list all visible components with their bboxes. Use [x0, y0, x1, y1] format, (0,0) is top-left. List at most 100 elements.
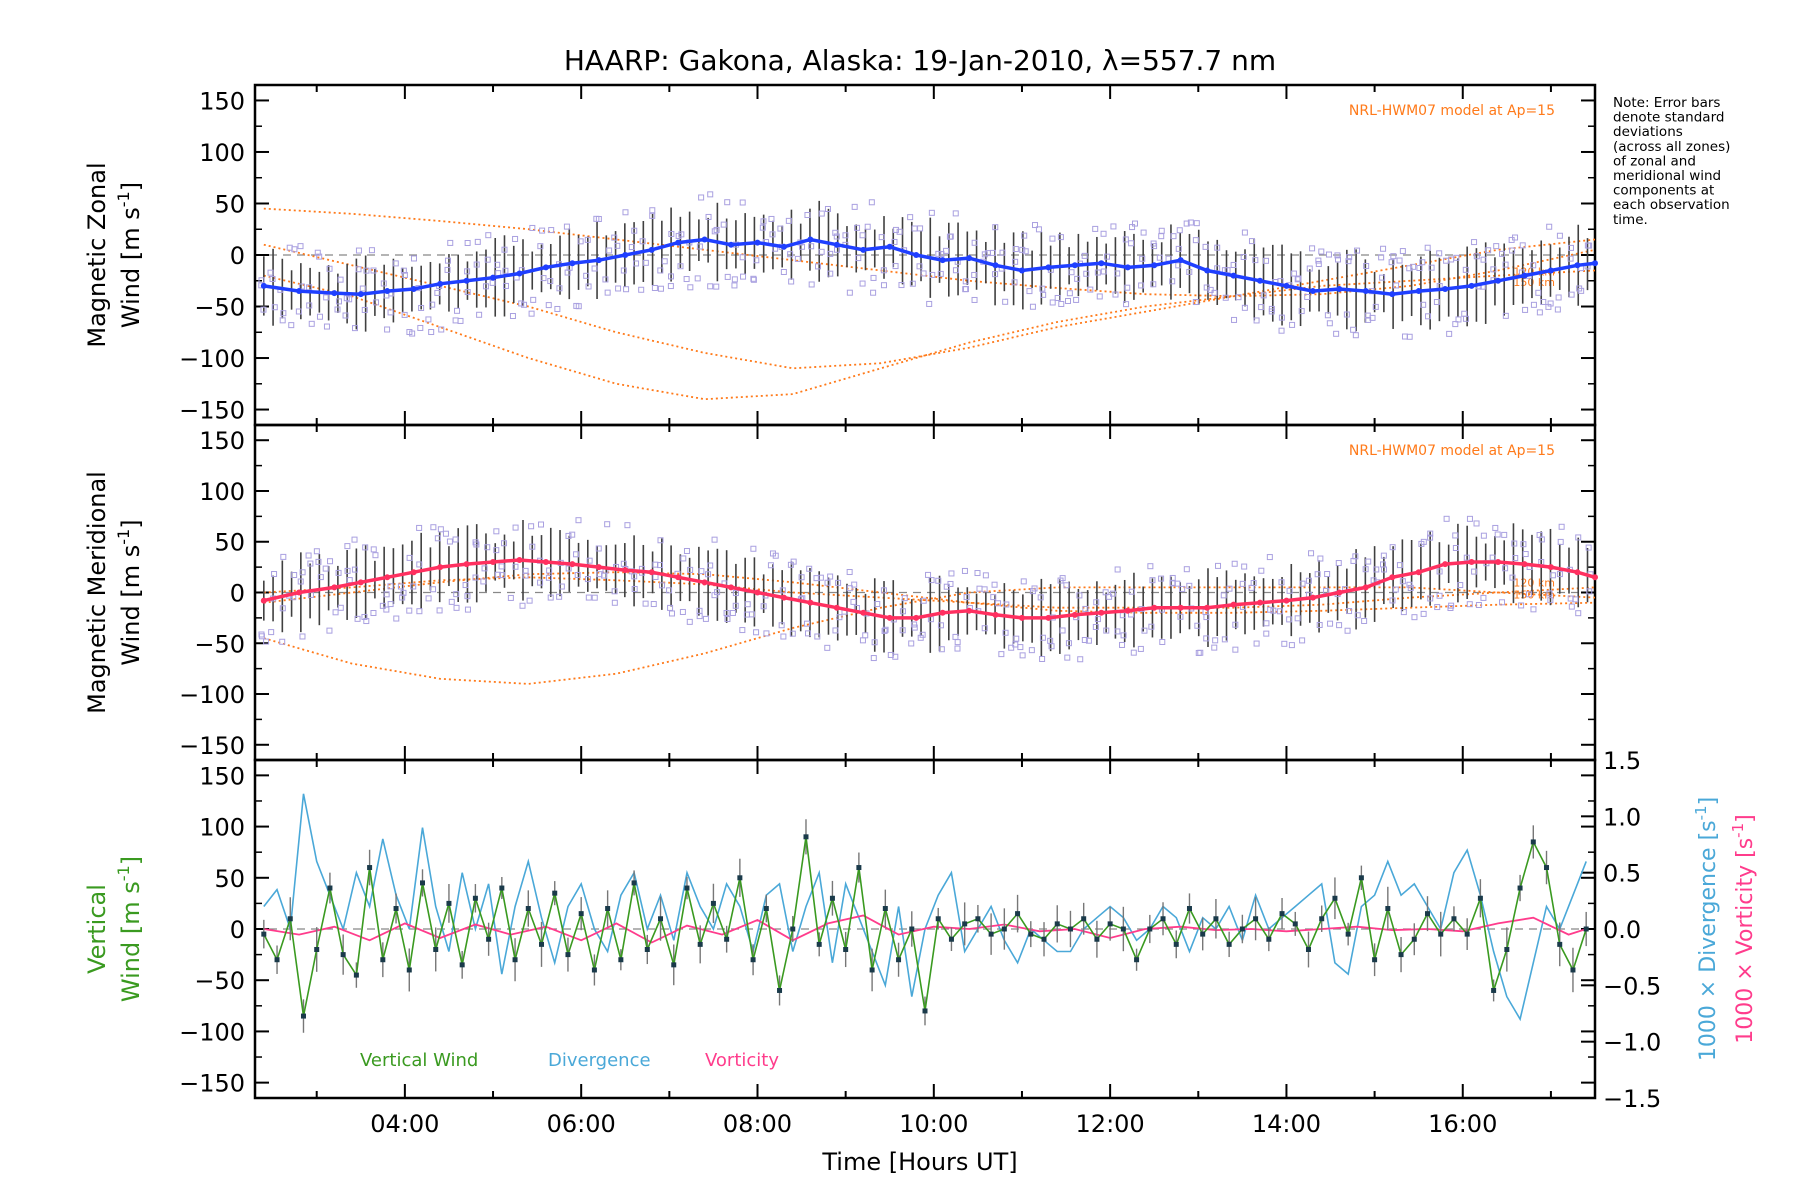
mean-point	[463, 561, 470, 568]
scatter-point	[1158, 227, 1165, 234]
scatter-point	[585, 283, 592, 290]
scatter-point	[1480, 532, 1487, 539]
scatter-point	[649, 212, 656, 219]
scatter-point	[1379, 274, 1386, 281]
scatter-point	[1064, 654, 1071, 661]
scatter-point	[611, 588, 618, 595]
scatter-point	[442, 530, 449, 537]
y-tick-label: 0	[230, 580, 245, 608]
scatter-point	[472, 539, 479, 546]
scatter-point	[698, 568, 705, 575]
scatter-point	[1501, 531, 1508, 538]
scatter-point	[480, 578, 487, 585]
scatter-point	[1253, 640, 1260, 647]
scatter-point	[620, 267, 627, 274]
scatter-point	[1344, 627, 1351, 634]
scatter-point	[1568, 291, 1575, 298]
scatter-point	[788, 278, 795, 285]
scatter-point	[297, 578, 304, 585]
scatter-point	[992, 271, 999, 278]
scatter-point	[575, 303, 582, 310]
scatter-point	[698, 194, 705, 201]
scatter-point	[868, 199, 875, 206]
mean-point	[1495, 559, 1502, 566]
scatter-point	[569, 531, 576, 538]
scatter-point	[798, 574, 805, 581]
scatter-point	[724, 616, 731, 623]
vertical-wind-point	[1425, 911, 1430, 917]
scatter-point	[1309, 245, 1316, 252]
scatter-point	[1436, 568, 1443, 575]
mean-point	[1071, 611, 1078, 618]
scatter-point	[1177, 613, 1184, 620]
scatter-point	[657, 537, 664, 544]
scatter-point	[1428, 264, 1435, 271]
vertical-wind-point	[882, 906, 888, 912]
mean-point	[1415, 569, 1422, 576]
y-tick-label: −150	[179, 732, 245, 760]
scatter-point	[677, 263, 684, 270]
scatter-point	[444, 257, 451, 264]
scatter-point	[925, 571, 932, 578]
scatter-point	[351, 566, 358, 573]
scatter-point	[507, 594, 514, 601]
scatter-point	[1047, 637, 1054, 644]
mean-point	[886, 614, 893, 621]
scatter-point	[1268, 308, 1275, 315]
mean-point	[1071, 262, 1078, 269]
scatter-point	[744, 601, 751, 608]
scatter-point	[316, 253, 323, 260]
mean-point	[437, 280, 444, 287]
scatter-point	[1492, 524, 1499, 531]
vertical-wind-point	[1266, 936, 1272, 942]
y-tick-label: 150	[199, 427, 245, 455]
vertical-wind-point	[1504, 946, 1510, 952]
scatter-point	[711, 536, 718, 543]
scatter-point	[1081, 252, 1088, 259]
scatter-point	[1557, 538, 1564, 545]
scatter-point	[1214, 244, 1221, 251]
scatter-point	[1011, 279, 1018, 286]
scatter-point	[946, 233, 953, 240]
scatter-point	[768, 215, 775, 222]
y2-tick-label: 1.5	[1603, 747, 1641, 775]
scatter-point	[649, 207, 656, 214]
scatter-point	[1346, 254, 1353, 261]
zonal-panel: 150 100 50 0 −50 −100 −150 Magnetic Zonal Wind […	[83, 83, 1598, 427]
scatter-point	[870, 655, 877, 662]
scatter-point	[813, 575, 820, 582]
scatter-point	[370, 267, 377, 274]
mean-point	[357, 291, 364, 298]
scatter-point	[870, 289, 877, 296]
scatter-point	[372, 552, 379, 559]
scatter-point	[998, 651, 1005, 658]
vertical-wind-point	[591, 967, 597, 973]
note-line: denote standard	[1613, 110, 1724, 126]
mean-point	[1018, 267, 1025, 274]
mean-point	[490, 274, 497, 281]
scatter-point	[806, 565, 813, 572]
scatter-point	[1511, 540, 1518, 547]
divergence-axis-close: ]	[1696, 797, 1721, 806]
vertical-wind-point	[380, 957, 386, 963]
mean-point	[569, 260, 576, 267]
vertical-wind-point	[1186, 906, 1192, 912]
scatter-point	[1490, 266, 1497, 273]
scatter-point	[917, 225, 924, 232]
scatter-point	[528, 523, 535, 530]
scatter-point	[952, 633, 959, 640]
scatter-point	[1362, 566, 1369, 573]
scatter-point	[926, 300, 933, 307]
scatter-point	[1192, 237, 1199, 244]
vertical-wind-point	[750, 957, 756, 963]
scatter-point	[351, 536, 358, 543]
vertical-wind-point	[658, 916, 664, 922]
mean-point	[833, 604, 840, 611]
scatter-point	[827, 270, 834, 277]
vertical-wind-point	[1107, 921, 1113, 927]
x-axis: 04:00 06:00 08:00 10:00 12:00 14:00 16:00	[370, 1110, 1497, 1138]
scatter-point	[1425, 313, 1432, 320]
scatter-point	[1065, 640, 1072, 647]
scatter-point	[1076, 592, 1083, 599]
y-axis-label-line1: Vertical	[83, 884, 111, 974]
